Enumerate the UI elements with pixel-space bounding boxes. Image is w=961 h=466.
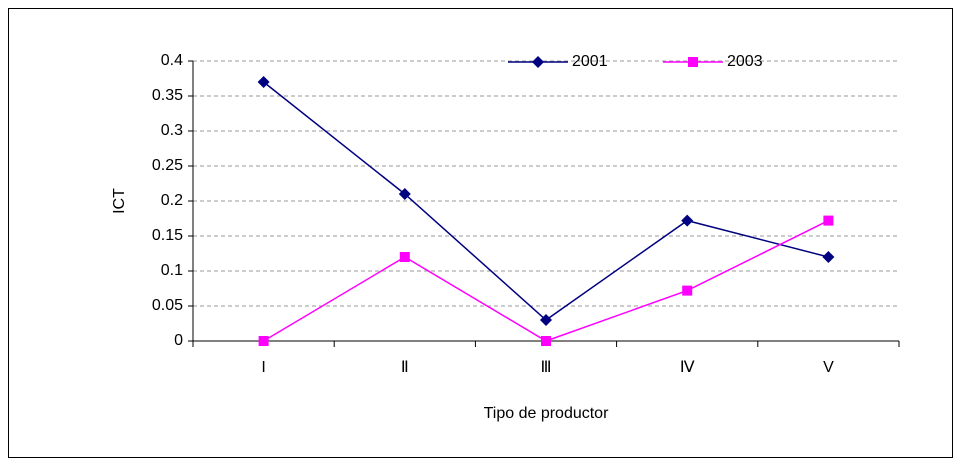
y-tick-label: 0.15	[152, 227, 183, 244]
legend-label: 2003	[727, 53, 763, 70]
y-tick-label: 0.4	[161, 52, 183, 69]
y-tick-label: 0.3	[161, 122, 183, 139]
data-point	[257, 76, 270, 88]
x-tick-label: V	[823, 359, 834, 376]
x-axis-title: Tipo de productor	[484, 405, 609, 422]
y-axis-title: ICT	[111, 188, 128, 214]
y-tick-label: 0	[174, 332, 183, 349]
legend-marker	[688, 57, 698, 67]
legend-marker	[532, 56, 544, 68]
data-point	[541, 336, 551, 346]
x-tick-label: Ⅳ	[680, 359, 695, 376]
y-tick-label: 0.25	[152, 157, 183, 174]
data-point	[681, 214, 694, 227]
x-tick-label: Ⅲ	[540, 359, 551, 376]
data-point	[398, 188, 411, 200]
chart-border	[8, 8, 953, 458]
x-tick-label: Ⅱ	[401, 359, 409, 376]
y-tick-label: 0.1	[161, 262, 183, 279]
y-tick-label: 0.2	[161, 192, 183, 209]
data-point	[540, 314, 552, 326]
data-point	[823, 215, 834, 226]
data-point	[822, 251, 835, 263]
data-point	[258, 336, 269, 346]
data-point	[682, 285, 693, 296]
legend-label: 2001	[572, 53, 608, 70]
data-point	[399, 252, 410, 262]
y-tick-label: 0.05	[152, 297, 183, 314]
x-tick-label: I	[261, 359, 265, 376]
y-tick-label: 0.35	[152, 87, 183, 104]
